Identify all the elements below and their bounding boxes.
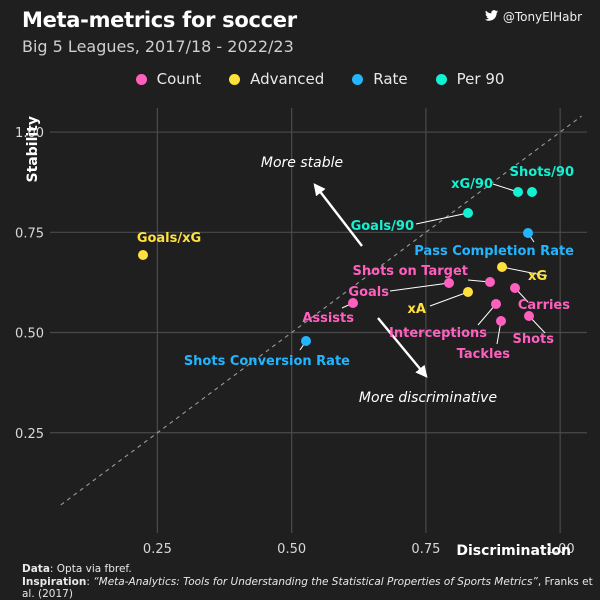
more-stable-label: More stable: [261, 155, 343, 171]
point-goals-xg: [138, 250, 148, 260]
legend-item-rate[interactable]: Rate: [352, 70, 408, 88]
point-label-xg: xG: [528, 269, 547, 284]
point-label-pass-completion-rate: Pass Completion Rate: [414, 244, 574, 259]
point-tackles: [496, 316, 506, 326]
point-label-xa: xA: [408, 302, 426, 317]
y-tick-label: 0.50: [15, 327, 44, 342]
legend-label-count: Count: [156, 70, 202, 88]
x-tick-label: 0.50: [277, 542, 306, 557]
legend-item-per90[interactable]: Per 90: [435, 70, 505, 88]
point-label-interceptions: Interceptions: [389, 326, 487, 341]
point-shots-90: [527, 187, 537, 197]
point-label-goals-90: Goals/90: [351, 219, 414, 234]
legend-dot-per90: [435, 73, 447, 85]
y-tick-label: 0.25: [15, 427, 44, 442]
point-label-shots: Shots: [512, 332, 554, 347]
point-xa: [463, 287, 473, 297]
point-label-assists: Assists: [302, 311, 354, 326]
point-label-shots-90: Shots/90: [510, 165, 574, 180]
legend-label-per90: Per 90: [456, 70, 505, 88]
footer-inspiration-label: Inspiration: [22, 576, 87, 588]
point-label-xg-90: xG/90: [451, 177, 493, 192]
legend-dot-rate: [352, 73, 364, 85]
point-goals: [444, 278, 454, 288]
point-shots-conversion-rate: [301, 336, 311, 346]
footer-data-text: : Opta via fbref.: [49, 563, 132, 575]
leader-line-goals-90: [415, 212, 469, 225]
footer-inspiration-rest: , Franks et al. (2017): [22, 576, 593, 600]
more-stable-arrow: [313, 183, 363, 247]
point-assists: [348, 298, 358, 308]
footer-inspiration-sep: :: [86, 576, 94, 588]
point-xg: [497, 262, 507, 272]
more-discriminative-label: More discriminative: [359, 390, 497, 406]
leader-line-xa: [429, 291, 469, 307]
footer-data-label: Data: [22, 563, 50, 575]
point-xg-90: [513, 187, 523, 197]
footer-inspiration: Inspiration: “Meta-Analytics: Tools for …: [22, 576, 600, 600]
point-label-tackles: Tackles: [457, 347, 511, 362]
legend-dot-advanced: [229, 73, 241, 85]
footer-inspiration-title: “Meta-Analytics: Tools for Understanding…: [93, 576, 538, 588]
x-tick-label: 0.75: [411, 542, 440, 557]
legend-label-advanced: Advanced: [250, 70, 325, 88]
leader-line-goals: [389, 282, 450, 292]
legend-dot-count: [135, 73, 147, 85]
legend-label-rate: Rate: [373, 70, 408, 88]
point-interceptions: [491, 299, 501, 309]
point-label-goals: Goals: [348, 285, 389, 300]
leader-line-xg: [501, 266, 548, 277]
twitter-icon: [484, 10, 498, 24]
more-discriminative-arrow: [377, 317, 428, 378]
x-tick-label: 1.00: [546, 542, 575, 557]
point-label-goals-xg: Goals/xG: [137, 231, 201, 246]
point-carries: [510, 283, 520, 293]
chart-title: Meta-metrics for soccer: [22, 8, 297, 32]
legend: Count Advanced Rate Per 90: [0, 70, 600, 88]
point-label-shots-on-target: Shots on Target: [353, 264, 468, 279]
footer-data: Data: Opta via fbref.: [22, 563, 132, 575]
x-tick-label: 0.25: [143, 542, 172, 557]
point-label-carries: Carries: [518, 298, 570, 313]
point-label-shots-conversion-rate: Shots Conversion Rate: [184, 354, 350, 369]
point-shots-on-target: [485, 277, 495, 287]
legend-item-advanced[interactable]: Advanced: [229, 70, 324, 88]
y-tick-label: 1.00: [15, 126, 44, 141]
handle-text: @TonyElHabr: [502, 10, 582, 24]
point-shots: [524, 311, 534, 321]
chart-subtitle: Big 5 Leagues, 2017/18 - 2022/23: [22, 37, 294, 56]
y-tick-label: 0.75: [15, 226, 44, 241]
x-axis-title: Discrimination: [456, 543, 571, 559]
point-pass-completion-rate: [523, 228, 533, 238]
y-axis-title: Stability: [25, 116, 41, 182]
legend-item-count[interactable]: Count: [135, 70, 202, 88]
author-handle[interactable]: @TonyElHabr: [484, 10, 582, 24]
point-goals-90: [463, 208, 473, 218]
